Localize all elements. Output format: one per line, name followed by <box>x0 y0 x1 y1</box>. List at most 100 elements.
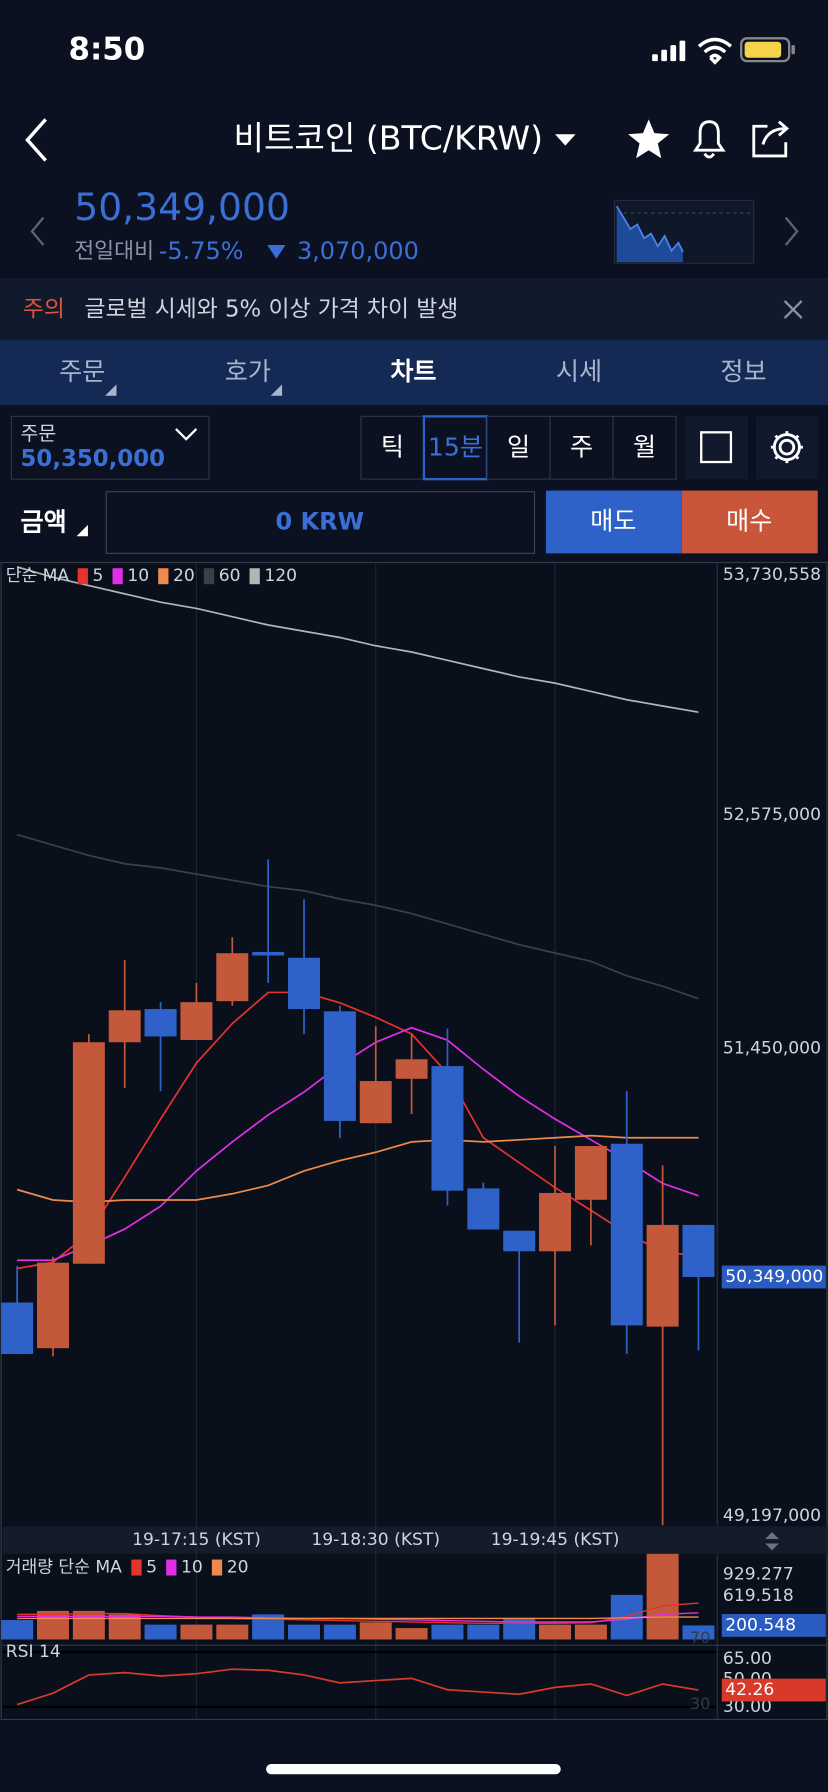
candle-body <box>503 1230 536 1252</box>
home-indicator <box>266 1763 561 1775</box>
tab[interactable]: 차트 <box>390 357 436 386</box>
volume-bar <box>682 1625 715 1640</box>
ma-line <box>16 566 699 714</box>
settings-button[interactable] <box>756 416 818 480</box>
order-price: 50,350,000 <box>21 446 165 472</box>
volume-bar <box>144 1624 177 1640</box>
resize-handle[interactable] <box>765 1532 779 1551</box>
title-dropdown[interactable] <box>555 134 576 146</box>
favorite-button[interactable] <box>628 119 670 159</box>
candle-body <box>467 1188 500 1230</box>
notice-close[interactable] <box>783 300 803 319</box>
rsi-guide-label: 70 <box>690 1628 710 1647</box>
candle-body <box>1 1302 34 1355</box>
volume-bar <box>467 1624 500 1640</box>
page-title[interactable]: 비트코인 (BTC/KRW) <box>234 118 544 157</box>
notice-text: 글로벌 시세와 5% 이상 가격 차이 발생 <box>85 297 459 323</box>
legend-label: 10 <box>127 566 149 586</box>
volume-bar <box>395 1628 428 1640</box>
tab[interactable]: 주문 <box>59 357 105 386</box>
volume-bar <box>37 1610 69 1640</box>
interval-label: 일 <box>507 432 530 461</box>
sell-button[interactable] <box>545 490 682 554</box>
last-rsi-box <box>721 1678 826 1702</box>
rsi-guide-label: 30 <box>690 1694 710 1713</box>
interval-label: 틱 <box>381 432 404 461</box>
candle-body <box>682 1224 715 1278</box>
interval-button[interactable] <box>612 415 677 480</box>
tab-bar <box>0 339 828 405</box>
time-axis-bar <box>2 1526 827 1554</box>
candle-body <box>216 953 249 1002</box>
volume-bar <box>359 1622 392 1640</box>
legend-title: 단순 MA <box>6 566 70 586</box>
legend-swatch <box>203 568 215 585</box>
legend-swatch <box>112 568 123 585</box>
candle-body <box>646 1224 679 1327</box>
legend-label: 20 <box>173 566 195 586</box>
legend-label: 10 <box>181 1558 203 1578</box>
ma-line <box>17 1616 699 1620</box>
y-tick-label: 49,197,000 <box>723 1506 821 1526</box>
candle-body <box>323 1011 356 1121</box>
volume-bar <box>574 1624 607 1640</box>
interval-button[interactable] <box>549 415 614 480</box>
sell-label: 매도 <box>590 507 636 536</box>
interval-label: 월 <box>633 432 656 461</box>
y-tick-label: 30.00 <box>723 1697 772 1717</box>
tab[interactable]: 시세 <box>556 357 602 386</box>
interval-button[interactable] <box>486 415 551 480</box>
x-tick-label: 19-17:15 (KST) <box>132 1530 261 1550</box>
battery-icon <box>740 37 795 63</box>
candle-body <box>108 1010 141 1043</box>
ma-line <box>17 1602 699 1625</box>
amount-input[interactable] <box>105 491 536 554</box>
interval-button[interactable] <box>360 415 425 480</box>
legend-swatch <box>131 1559 142 1576</box>
legend-label: 20 <box>227 1558 249 1578</box>
change-amount: 3,070,000 <box>297 237 419 265</box>
notice-bar <box>0 278 828 340</box>
last-volume-box <box>721 1614 826 1637</box>
candle-body <box>539 1192 572 1252</box>
candle-body <box>395 1059 428 1079</box>
back-button[interactable] <box>25 118 47 162</box>
volume-bar <box>288 1624 321 1640</box>
ma-line <box>16 833 699 1000</box>
last-volume-label: 200.548 <box>725 1615 796 1635</box>
y-tick-label: 619.518 <box>723 1586 794 1606</box>
signal-icon <box>652 40 686 62</box>
legend-swatch <box>77 568 88 585</box>
charts: 19-17:15 (KST) 19-18:30 (KST) 19-19:45 (KS… <box>1 563 826 1719</box>
order-label: 주문 <box>21 422 57 445</box>
candle-body <box>144 1009 177 1037</box>
order-select[interactable] <box>10 415 210 480</box>
rsi-line <box>16 1668 699 1706</box>
gear-icon <box>770 431 803 464</box>
buy-label: 매수 <box>726 507 772 536</box>
y-tick-label: 929.277 <box>723 1564 794 1584</box>
interval-button[interactable] <box>422 415 489 481</box>
legend-swatch <box>249 568 260 585</box>
tab[interactable]: 호가 <box>225 357 271 386</box>
candle-body <box>252 951 285 956</box>
tab[interactable]: 정보 <box>720 357 766 386</box>
layout-icon <box>700 431 733 464</box>
candle-body <box>359 1081 392 1124</box>
legend-label: 120 <box>264 566 297 586</box>
layout-button[interactable] <box>685 416 749 480</box>
share-button[interactable] <box>752 120 790 158</box>
mini-chart[interactable] <box>613 199 755 264</box>
alarm-button[interactable] <box>692 120 726 159</box>
ma-line <box>16 1134 699 1203</box>
volume-bar <box>323 1624 356 1640</box>
buy-button[interactable] <box>681 490 818 554</box>
next-coin[interactable] <box>784 216 799 246</box>
y-tick-label: 52,575,000 <box>723 805 821 825</box>
candle-body <box>37 1262 69 1349</box>
volume-bar <box>216 1624 249 1640</box>
legend-label: 5 <box>146 1558 157 1578</box>
prev-coin[interactable] <box>30 216 45 246</box>
